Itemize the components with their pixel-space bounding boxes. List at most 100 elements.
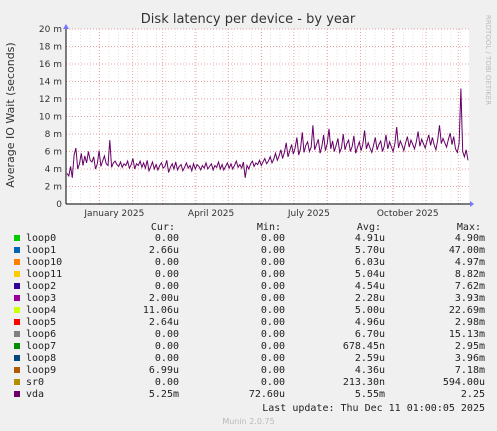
munin-version: Munin 2.0.75 <box>222 417 275 426</box>
legend-avg: 678.45n <box>342 341 385 352</box>
legend-avg: 213.30n <box>342 377 385 388</box>
legend-swatch <box>14 283 20 289</box>
legend-row-loop4: loop4 11.06u 0.00 5.00u 22.69m <box>0 305 497 317</box>
legend-swatch <box>14 331 20 337</box>
legend-avg: 5.04u <box>354 269 385 280</box>
y-axis-label: Average IO Wait (seconds) <box>4 42 17 187</box>
y-tick-label: 18 m <box>39 43 62 53</box>
y-tick-label: 20 m <box>39 25 62 35</box>
y-tick-label: 14 m <box>39 78 62 88</box>
major-grid <box>65 28 469 204</box>
legend-min: 0.00 <box>260 233 285 244</box>
legend-header-max: Max: <box>456 222 481 233</box>
legend-row-loop1: loop1 2.66u 0.00 5.70u 47.00m <box>0 245 497 257</box>
y-tick-label: 6 m <box>45 148 62 158</box>
legend-row-loop7: loop7 0.00 0.00 678.45n 2.95m <box>0 341 497 353</box>
y-axis-arrow <box>63 24 69 29</box>
legend-avg: 2.28u <box>354 293 385 304</box>
legend-cur: 5.25m <box>148 389 179 400</box>
legend-header-min: Min: <box>256 222 281 233</box>
legend-min: 0.00 <box>260 269 285 280</box>
x-tick-label: April 2025 <box>188 209 234 219</box>
x-tick-label: July 2025 <box>287 209 330 219</box>
legend-name: loop0 <box>26 233 57 244</box>
x-axis-arrow <box>470 201 474 207</box>
legend-cur: 2.00u <box>148 293 179 304</box>
legend-cur: 0.00 <box>154 233 179 244</box>
legend-min: 0.00 <box>260 281 285 292</box>
legend-name: loop9 <box>26 365 57 376</box>
legend-max: 22.69m <box>448 305 485 316</box>
legend-max: 594.00u <box>442 377 485 388</box>
legend-swatch <box>14 343 20 349</box>
legend-name: loop10 <box>26 257 63 268</box>
legend-cur: 11.06u <box>142 305 179 316</box>
legend-name: loop3 <box>26 293 57 304</box>
legend-name: loop2 <box>26 281 57 292</box>
y-axis-ticks: 0 2 m 4 m 6 m 8 m 10 m 12 m 14 m 16 m 18 m 20 m <box>39 25 62 210</box>
legend-avg: 6.70u <box>354 329 385 340</box>
legend-cur: 0.00 <box>154 377 179 388</box>
legend-cur: 2.64u <box>148 317 179 328</box>
legend-name: loop1 <box>26 245 57 256</box>
legend-max: 3.96m <box>454 353 485 364</box>
legend-min: 0.00 <box>260 353 285 364</box>
legend-swatch <box>14 379 20 385</box>
legend-swatch <box>14 295 20 301</box>
y-tick-label: 4 m <box>45 165 62 175</box>
legend-name: loop8 <box>26 353 57 364</box>
series-line-vda <box>66 88 469 178</box>
y-tick-label: 16 m <box>39 60 62 70</box>
legend-min: 0.00 <box>260 341 285 352</box>
legend-row-loop11: loop11 0.00 0.00 5.04u 8.82m <box>0 269 497 281</box>
legend-swatch <box>14 307 20 313</box>
legend-name: loop6 <box>26 329 57 340</box>
legend-cur: 0.00 <box>154 353 179 364</box>
legend-row-loop3: loop3 2.00u 0.00 2.28u 3.93m <box>0 293 497 305</box>
legend-swatch <box>14 235 20 241</box>
legend-name: loop5 <box>26 317 57 328</box>
chart-title: Disk latency per device - by year <box>141 12 356 27</box>
x-tick-label: October 2025 <box>377 209 439 219</box>
legend-swatch <box>14 271 20 277</box>
legend-max: 4.90m <box>454 233 485 244</box>
legend-name: loop7 <box>26 341 57 352</box>
legend-row-loop9: loop9 6.99u 0.00 4.36u 7.18m <box>0 365 497 377</box>
legend-swatch <box>14 259 20 265</box>
x-axis-ticks: January 2025 April 2025 July 2025 October 2… <box>83 209 438 219</box>
legend-min: 0.00 <box>260 365 285 376</box>
legend-row-loop10: loop10 0.00 0.00 6.03u 4.97m <box>0 257 497 269</box>
legend-avg: 4.54u <box>354 281 385 292</box>
legend-row-loop2: loop2 0.00 0.00 4.54u 7.62m <box>0 281 497 293</box>
legend-min: 0.00 <box>260 293 285 304</box>
legend-cur: 0.00 <box>154 329 179 340</box>
legend-min: 0.00 <box>260 329 285 340</box>
legend-cur: 2.66u <box>148 245 179 256</box>
legend-avg: 4.91u <box>354 233 385 244</box>
legend-name: vda <box>26 389 45 400</box>
legend-max: 7.62m <box>454 281 485 292</box>
legend-row-loop6: loop6 0.00 0.00 6.70u 15.13m <box>0 329 497 341</box>
legend-max: 47.00m <box>448 245 485 256</box>
legend-max: 7.18m <box>454 365 485 376</box>
legend-max: 4.97m <box>454 257 485 268</box>
legend-cur: 0.00 <box>154 257 179 268</box>
legend-min: 0.00 <box>260 257 285 268</box>
legend-avg: 5.70u <box>354 245 385 256</box>
legend-row-loop0: loop0 0.00 0.00 4.91u 4.90m <box>0 233 497 245</box>
legend-avg: 5.00u <box>354 305 385 316</box>
legend-avg: 6.03u <box>354 257 385 268</box>
legend-header-avg: Avg: <box>356 222 381 233</box>
legend-min: 72.60u <box>248 389 285 400</box>
legend-max: 3.93m <box>454 293 485 304</box>
legend-avg: 4.36u <box>354 365 385 376</box>
last-update: Last update: Thu Dec 11 01:00:05 2025 <box>262 403 485 414</box>
legend-min: 0.00 <box>260 377 285 388</box>
legend-max: 2.98m <box>454 317 485 328</box>
y-tick-label: 12 m <box>39 95 62 105</box>
legend-cur: 0.00 <box>154 341 179 352</box>
legend-swatch <box>14 391 20 397</box>
y-tick-label: 10 m <box>39 113 62 123</box>
legend-cur: 0.00 <box>154 281 179 292</box>
